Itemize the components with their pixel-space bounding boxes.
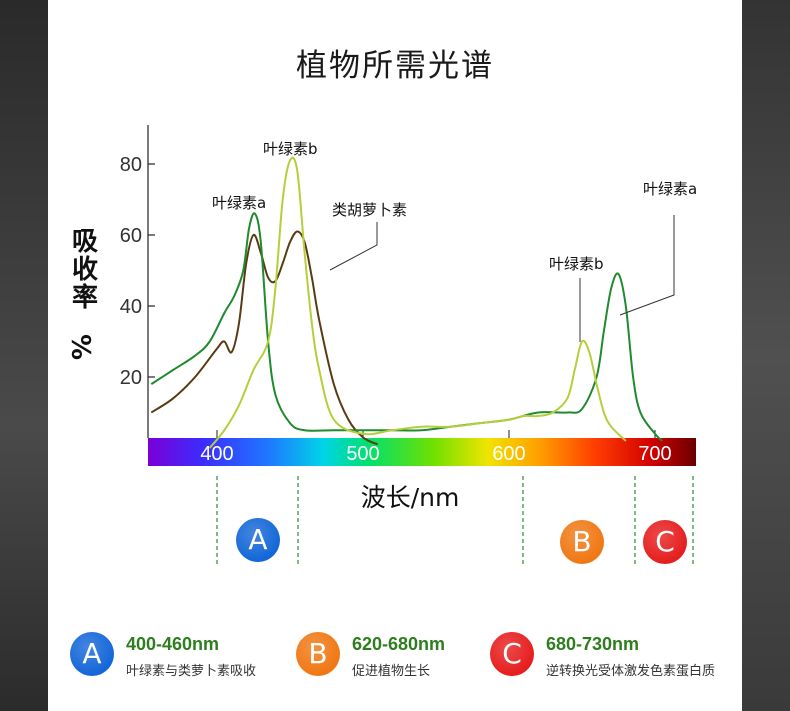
- y-tick-label: 40: [120, 296, 142, 318]
- series-chlorophyll-b: [208, 156, 627, 449]
- legend-circle: A: [70, 632, 114, 676]
- x-axis-label: 波长/nm: [361, 483, 460, 512]
- legend-range: 620-680nm: [352, 634, 446, 654]
- label-chlorophyll-b-red: 叶绿素b: [549, 255, 604, 273]
- x-tick-label: 400: [200, 443, 233, 465]
- legend-description: 促进植物生长: [352, 664, 431, 679]
- legend-range: 680-730nm: [546, 634, 640, 654]
- y-axis-label-char: 率: [72, 282, 98, 313]
- legend-circle: C: [490, 632, 534, 676]
- background-right: [742, 0, 790, 711]
- zone-marker-a: A: [236, 518, 280, 562]
- label-chlorophyll-a-red: 叶绿素a: [643, 180, 697, 198]
- y-tick-label: 20: [120, 367, 142, 389]
- spectrum-bar: [148, 438, 696, 466]
- legend-range: 400-460nm: [126, 634, 220, 654]
- series-carotenoid: [150, 230, 379, 446]
- x-tick-label: 600: [492, 443, 525, 465]
- legend-description: 叶绿素与类萝卜素吸收: [126, 664, 257, 679]
- y-axis-label-char: 吸: [72, 227, 98, 257]
- y-tick-label: 80: [120, 154, 142, 176]
- label-chlorophyll-b-blue: 叶绿素b: [263, 140, 318, 158]
- y-axis-label: 吸收率%: [65, 227, 98, 360]
- legend-circle: B: [296, 632, 340, 676]
- x-tick-label: 700: [638, 443, 671, 465]
- page-title: 植物所需光谱: [296, 48, 494, 84]
- series-chlorophyll-a: [150, 212, 663, 442]
- y-tick-label: 60: [120, 225, 142, 247]
- legend-description: 逆转换光受体激发色素蛋白质: [546, 664, 716, 679]
- leader-chlorophyll-a-red: [619, 215, 675, 316]
- zone-marker-c: C: [643, 520, 687, 564]
- zone-marker-b: B: [560, 520, 604, 564]
- background-left: [0, 0, 48, 711]
- label-carotenoid: 类胡萝卜素: [332, 201, 407, 219]
- label-chlorophyll-a-blue: 叶绿素a: [212, 194, 266, 212]
- leader-carotenoid: [329, 222, 378, 271]
- x-tick-label: 500: [346, 443, 379, 465]
- content-panel: [48, 0, 742, 711]
- y-axis-label-char: 收: [72, 255, 98, 285]
- y-axis-label-char: %: [65, 334, 95, 360]
